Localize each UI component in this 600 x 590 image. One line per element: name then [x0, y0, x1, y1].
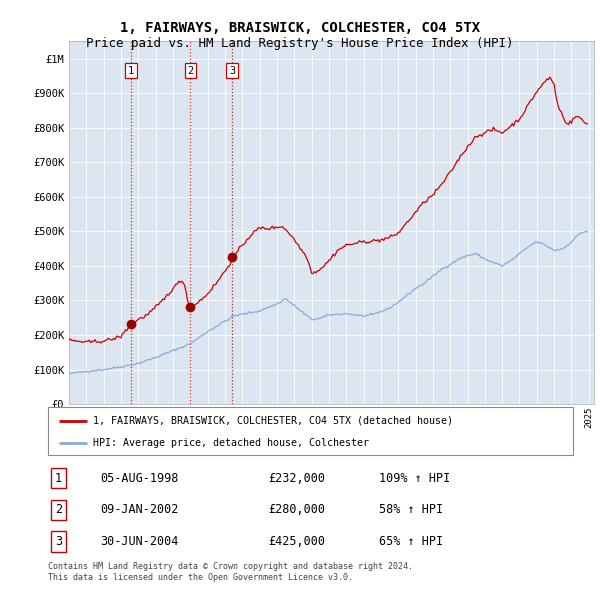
Text: 2: 2: [55, 503, 62, 516]
Text: 05-AUG-1998: 05-AUG-1998: [101, 471, 179, 484]
Text: 1: 1: [128, 65, 134, 76]
Text: £232,000: £232,000: [269, 471, 325, 484]
Text: 109% ↑ HPI: 109% ↑ HPI: [379, 471, 450, 484]
Text: Price paid vs. HM Land Registry's House Price Index (HPI): Price paid vs. HM Land Registry's House …: [86, 37, 514, 50]
Text: 58% ↑ HPI: 58% ↑ HPI: [379, 503, 443, 516]
Text: 1, FAIRWAYS, BRAISWICK, COLCHESTER, CO4 5TX: 1, FAIRWAYS, BRAISWICK, COLCHESTER, CO4 …: [120, 21, 480, 35]
Text: 3: 3: [55, 535, 62, 548]
Text: £425,000: £425,000: [269, 535, 325, 548]
Text: 09-JAN-2002: 09-JAN-2002: [101, 503, 179, 516]
Text: HPI: Average price, detached house, Colchester: HPI: Average price, detached house, Colc…: [92, 438, 368, 448]
Text: 3: 3: [229, 65, 235, 76]
Text: Contains HM Land Registry data © Crown copyright and database right 2024.
This d: Contains HM Land Registry data © Crown c…: [48, 562, 413, 582]
Text: 1, FAIRWAYS, BRAISWICK, COLCHESTER, CO4 5TX (detached house): 1, FAIRWAYS, BRAISWICK, COLCHESTER, CO4 …: [92, 415, 452, 425]
Text: 1: 1: [55, 471, 62, 484]
FancyBboxPatch shape: [48, 407, 573, 455]
Text: 2: 2: [187, 65, 193, 76]
Text: 30-JUN-2004: 30-JUN-2004: [101, 535, 179, 548]
Text: £280,000: £280,000: [269, 503, 325, 516]
Text: 65% ↑ HPI: 65% ↑ HPI: [379, 535, 443, 548]
